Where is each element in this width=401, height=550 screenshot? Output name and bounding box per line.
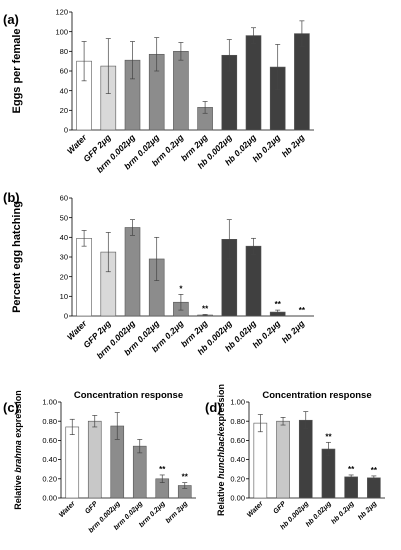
y-tick-label: 0.60 bbox=[42, 436, 57, 445]
bar bbox=[245, 245, 262, 317]
x-tick-label: hb 0.2μg bbox=[330, 500, 356, 526]
significance-marker: ** bbox=[299, 306, 306, 315]
bar bbox=[132, 445, 147, 499]
y-tick-label: 0.20 bbox=[42, 474, 57, 483]
y-tick-label: 60 bbox=[60, 194, 68, 203]
y-tick-label: 0.40 bbox=[42, 455, 57, 464]
y-tick-label: 80 bbox=[60, 47, 68, 56]
y-axis-label-part: expression bbox=[216, 384, 226, 432]
panel-label: (a) bbox=[3, 12, 19, 27]
y-tick-label: 1.00 bbox=[230, 398, 245, 407]
y-axis-label: Percent egg hatching bbox=[11, 201, 23, 313]
bar bbox=[76, 238, 92, 317]
y-tick-label: 60 bbox=[60, 67, 68, 76]
y-axis-label: Relative brahma expression bbox=[13, 390, 23, 510]
chart-title: Concentration response bbox=[74, 390, 183, 401]
y-axis-label-part: brahma bbox=[13, 440, 23, 473]
x-tick-label: hb 0.02μg bbox=[305, 500, 334, 529]
y-axis-label-part: Relative bbox=[216, 479, 226, 516]
x-tick-label: hb 2μg bbox=[280, 318, 307, 345]
y-axis-label-part: expression bbox=[13, 390, 23, 440]
x-tick-label: brm 2μg bbox=[165, 500, 190, 525]
y-tick-label: 1.00 bbox=[42, 398, 57, 407]
x-tick-label: Water bbox=[58, 500, 78, 520]
bar bbox=[124, 227, 141, 317]
y-tick-label: 0.20 bbox=[230, 474, 245, 483]
y-tick-label: 0.00 bbox=[42, 494, 57, 503]
significance-marker: ** bbox=[182, 473, 189, 482]
y-tick-label: 0.80 bbox=[42, 417, 57, 426]
significance-marker: ** bbox=[159, 465, 166, 474]
x-tick-label: GFP bbox=[272, 500, 287, 515]
y-tick-label: 0.60 bbox=[230, 436, 245, 445]
y-tick-label: 40 bbox=[60, 233, 68, 242]
y-tick-label: 0 bbox=[64, 126, 68, 135]
significance-marker: ** bbox=[348, 465, 355, 474]
bar bbox=[65, 426, 80, 499]
y-axis-label: Eggs per female bbox=[11, 29, 23, 114]
x-tick-label: Water bbox=[246, 500, 266, 520]
y-tick-label: 0 bbox=[64, 312, 68, 321]
y-axis-label-part: hunchback bbox=[216, 431, 226, 480]
significance-marker: ** bbox=[371, 466, 378, 475]
panel-label: (c) bbox=[3, 400, 19, 415]
bar bbox=[367, 477, 381, 499]
x-tick-label: GFP bbox=[84, 500, 99, 515]
x-tick-label: hb 2μg bbox=[280, 132, 307, 159]
chart-panel-d: (d) Concentration response Relative hunchb… bbox=[205, 384, 385, 531]
x-tick-label: hb 2μg bbox=[357, 500, 379, 522]
bar bbox=[245, 35, 262, 131]
x-tick-label: hb 0.2μg bbox=[250, 132, 282, 164]
bar bbox=[298, 419, 313, 499]
y-axis-label: Relative hunchbackexpression bbox=[216, 384, 226, 516]
y-tick-label: 40 bbox=[60, 86, 68, 95]
bar bbox=[294, 33, 310, 131]
y-tick-label: 100 bbox=[55, 27, 68, 36]
bar bbox=[321, 448, 336, 499]
bar bbox=[276, 420, 290, 499]
bar bbox=[344, 476, 358, 499]
bar bbox=[173, 51, 189, 131]
panel-label: (b) bbox=[3, 190, 20, 205]
y-tick-label: 30 bbox=[60, 253, 68, 262]
chart-panel-a: (a)Eggs per female020406080100120WaterGF… bbox=[3, 8, 314, 175]
significance-marker: ** bbox=[325, 432, 332, 441]
y-tick-label: 50 bbox=[60, 213, 68, 222]
significance-marker: * bbox=[179, 284, 183, 293]
bar bbox=[87, 420, 102, 499]
bar bbox=[253, 422, 268, 499]
panel-label: (d) bbox=[205, 400, 222, 415]
y-tick-label: 120 bbox=[55, 8, 68, 17]
x-tick-label: hb 0.2μg bbox=[250, 318, 282, 350]
y-tick-label: 20 bbox=[60, 272, 68, 281]
y-tick-label: 0.40 bbox=[230, 455, 245, 464]
y-tick-label: 20 bbox=[60, 106, 68, 115]
chart-title: Concentration response bbox=[262, 390, 371, 401]
y-tick-label: 10 bbox=[60, 292, 68, 301]
y-axis-label-part: Relative bbox=[13, 473, 23, 510]
chart-panel-b: (b)Percent egg hatching0102030405060Wate… bbox=[3, 190, 314, 361]
significance-marker: ** bbox=[202, 304, 209, 313]
significance-marker: ** bbox=[275, 300, 282, 309]
chart-panel-c: (c) Concentration response Relative brahma… bbox=[3, 390, 196, 535]
y-tick-label: 0.00 bbox=[230, 494, 245, 503]
y-tick-label: 0.80 bbox=[230, 417, 245, 426]
